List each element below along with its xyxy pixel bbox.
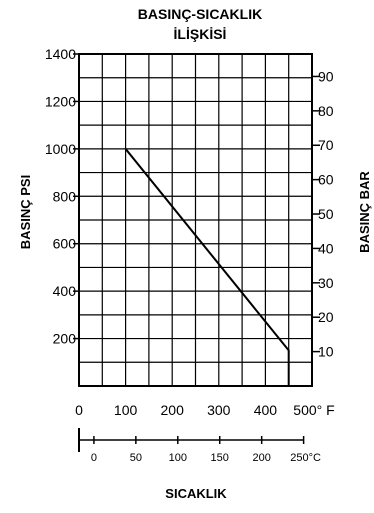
chart-title-line1: BASINÇ-SICAKLIK [138,6,262,22]
y-tick-psi-label: 1200 [45,93,76,109]
x-tick-f-label: 400 [254,402,278,418]
y-tick-bar-label: 60 [318,172,334,188]
y-tick-bar-label: 90 [318,68,334,84]
x-unit-c-label: 250°C [290,452,321,464]
x-tick-f-label: 200 [161,402,185,418]
y-tick-psi-label: 1400 [45,46,76,62]
c-tick-label: 100 [169,452,187,464]
grid [78,53,313,387]
y-tick-psi-label: 200 [53,331,77,347]
y-tick-psi-label: 1000 [45,141,76,157]
y-tick-bar-label: 40 [318,240,334,256]
chart-title-line2: İLİŞKİSİ [174,26,227,42]
y-tick-bar-label: 30 [318,275,334,291]
x-axis-title: SICAKLIK [165,486,227,501]
y-tick-bar-label: 70 [318,137,334,153]
y-axis-right-title: BASINÇ BAR [357,171,372,253]
c-tick-label: 150 [211,452,229,464]
c-tick-label: 0 [91,452,97,464]
plot-frame [78,53,313,387]
x-tick-f-label: 300 [207,402,231,418]
x-tick-f-label: 0 [75,402,83,418]
x-tick-f-label: 100 [114,402,138,418]
c-tick-label: 50 [130,452,142,464]
series-line [124,148,290,386]
y-tick-psi-label: 600 [53,236,77,252]
series-layer [124,148,290,386]
y-tick-bar-label: 20 [318,309,334,325]
y-tick-bar-label: 10 [318,344,334,360]
y-tick-bar-label: 50 [318,206,334,222]
tick-labels: 2004006008001000120014001020304050607080… [45,46,335,464]
y-tick-psi-label: 800 [53,188,77,204]
c-tick-label: 200 [252,452,270,464]
y-tick-psi-label: 400 [53,283,77,299]
y-tick-bar-label: 80 [318,103,334,119]
x-unit-f-label: 500° F [293,402,334,418]
y-axis-left-title: BASINÇ PSI [18,175,33,249]
